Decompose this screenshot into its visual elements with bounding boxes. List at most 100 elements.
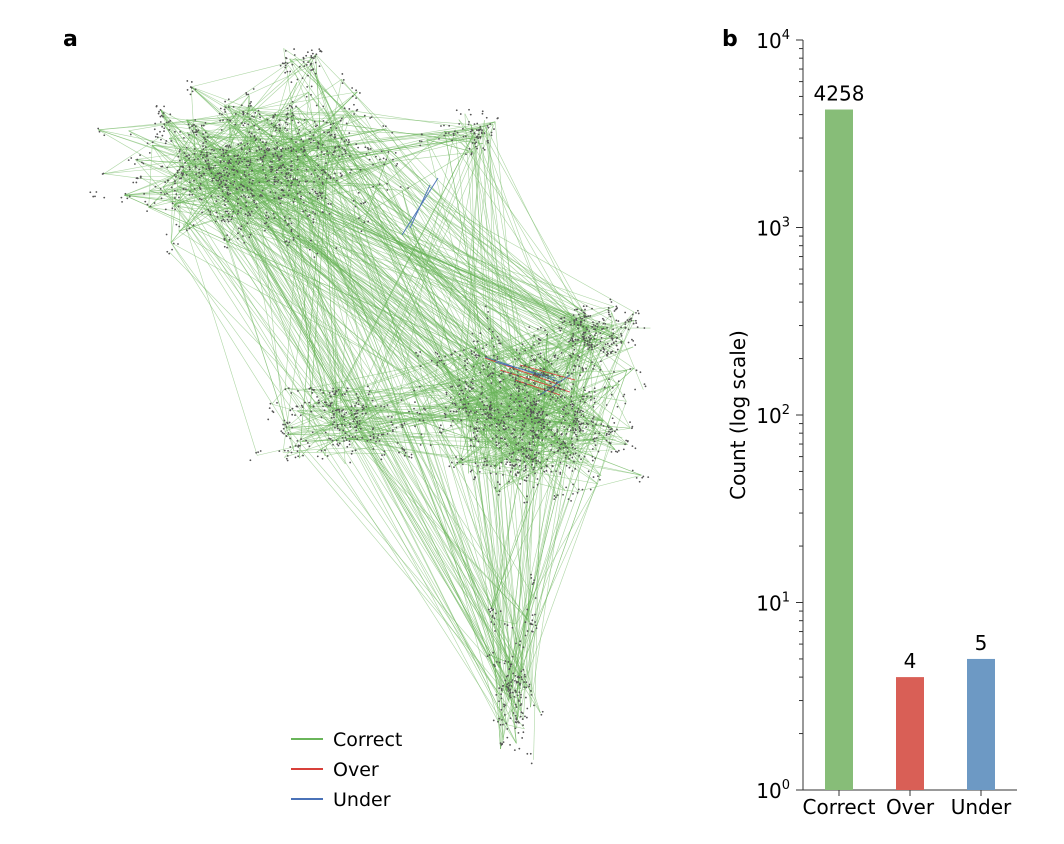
node	[517, 394, 520, 397]
node	[492, 354, 495, 357]
node	[582, 386, 585, 389]
edge-correct	[186, 228, 258, 456]
node	[190, 87, 193, 89]
node	[498, 467, 501, 469]
node	[278, 159, 281, 161]
node	[487, 366, 489, 368]
edge-correct	[459, 462, 541, 714]
node	[526, 391, 528, 394]
node	[224, 106, 227, 109]
node	[350, 414, 353, 416]
node	[302, 61, 305, 63]
edge-correct	[497, 375, 524, 401]
node	[290, 146, 292, 149]
node	[596, 436, 598, 439]
edge-correct	[493, 334, 517, 447]
node	[317, 164, 320, 167]
node	[506, 624, 509, 627]
node	[306, 85, 309, 88]
edge-correct	[238, 169, 365, 172]
node	[207, 209, 210, 211]
node	[467, 385, 470, 388]
node	[249, 159, 252, 161]
node	[359, 427, 362, 430]
node	[401, 426, 404, 429]
node	[297, 132, 299, 135]
node	[631, 445, 634, 448]
node	[159, 121, 162, 123]
node	[226, 210, 229, 213]
node	[481, 110, 484, 113]
node	[602, 347, 605, 350]
node	[156, 133, 159, 136]
node	[332, 413, 335, 416]
node	[519, 482, 522, 485]
node	[536, 374, 539, 377]
node	[491, 609, 494, 612]
node	[240, 225, 243, 228]
node	[592, 323, 595, 326]
node	[461, 463, 464, 466]
node	[553, 386, 556, 389]
node	[481, 385, 483, 388]
node	[592, 405, 595, 408]
node	[445, 393, 448, 396]
node	[386, 433, 389, 435]
node	[490, 407, 493, 410]
edge-correct	[493, 394, 547, 468]
node	[302, 201, 305, 204]
node	[488, 374, 491, 377]
edge-correct	[227, 105, 247, 146]
node	[579, 429, 582, 432]
edge-correct	[493, 346, 511, 680]
node	[508, 405, 511, 408]
node	[349, 461, 352, 464]
node	[351, 450, 354, 453]
node	[525, 410, 528, 412]
node	[556, 357, 559, 360]
node	[290, 451, 293, 454]
node	[204, 146, 207, 149]
node	[558, 375, 561, 378]
node	[269, 160, 272, 163]
node	[478, 427, 481, 430]
node	[631, 425, 634, 428]
node	[593, 391, 596, 393]
node	[518, 721, 520, 724]
node	[610, 337, 613, 340]
node	[244, 175, 247, 178]
edge-correct	[447, 356, 480, 409]
node	[485, 408, 487, 411]
node	[224, 100, 227, 103]
node	[496, 436, 498, 439]
edge-correct	[340, 150, 628, 445]
node	[325, 121, 328, 124]
node	[524, 696, 527, 699]
edge-correct	[330, 134, 490, 176]
node	[559, 388, 562, 390]
node	[553, 451, 556, 454]
node	[474, 145, 477, 148]
node	[366, 439, 369, 442]
node	[528, 448, 531, 450]
node	[569, 429, 572, 432]
node	[177, 205, 180, 208]
node	[613, 310, 616, 312]
node	[616, 307, 619, 309]
node	[512, 368, 515, 371]
node	[399, 186, 402, 188]
node	[557, 386, 560, 389]
node	[174, 130, 176, 133]
node	[92, 195, 95, 198]
node	[488, 328, 491, 330]
node	[610, 450, 613, 453]
node	[316, 455, 319, 458]
node	[280, 188, 283, 191]
node	[515, 474, 518, 477]
node	[610, 301, 613, 303]
node	[278, 129, 281, 132]
node	[321, 173, 324, 176]
node	[521, 712, 524, 715]
node	[486, 404, 489, 407]
node	[314, 190, 317, 193]
